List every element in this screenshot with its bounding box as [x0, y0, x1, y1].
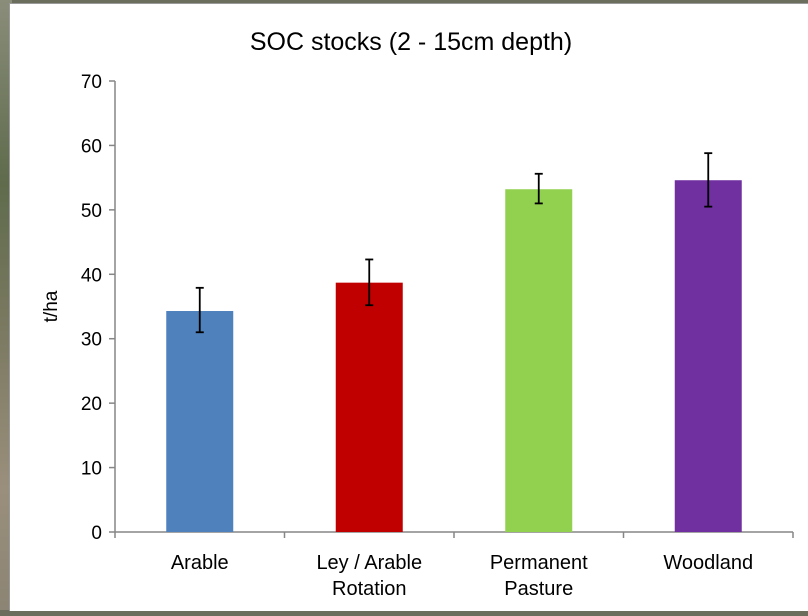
y-tick-label: 40 — [81, 265, 102, 286]
error-bars — [195, 152, 713, 334]
bar-chart: SOC stocks (2 - 15cm depth) t/ha 0 10 20 30… — [41, 28, 794, 600]
bar — [166, 311, 234, 532]
bar — [674, 180, 742, 532]
y-tick-label: 0 — [91, 523, 102, 544]
y-tick-label: 60 — [81, 136, 102, 157]
x-tick-label: Permanent — [490, 552, 588, 574]
error-bar — [195, 286, 204, 334]
bars — [166, 180, 742, 533]
x-tick-label: Rotation — [332, 578, 407, 600]
error-bar — [534, 172, 543, 205]
y-axis: 0 10 20 30 40 50 60 70 — [81, 72, 116, 544]
y-tick-label: 50 — [81, 201, 102, 222]
x-tick-label: Pasture — [504, 578, 573, 600]
y-axis-label: t/ha — [41, 290, 62, 322]
x-tick-label: Ley / Arable — [316, 552, 422, 574]
bar — [505, 189, 573, 533]
chart-title: SOC stocks (2 - 15cm depth) — [250, 28, 572, 56]
y-tick-label: 20 — [81, 394, 102, 415]
x-tick-label: Woodland — [663, 552, 753, 574]
error-bar — [704, 152, 713, 208]
y-tick-label: 70 — [81, 72, 102, 93]
bar — [335, 282, 403, 532]
chart-frame: SOC stocks (2 - 15cm depth) t/ha 0 10 20 30… — [9, 3, 808, 611]
error-bar — [365, 258, 374, 307]
x-axis — [114, 531, 794, 538]
y-tick-label: 30 — [81, 330, 102, 351]
y-tick-label: 10 — [81, 459, 102, 480]
x-tick-labels: Arable Ley / Arable Rotation Permanent Pastu… — [171, 552, 753, 600]
x-tick-label: Arable — [171, 552, 229, 574]
